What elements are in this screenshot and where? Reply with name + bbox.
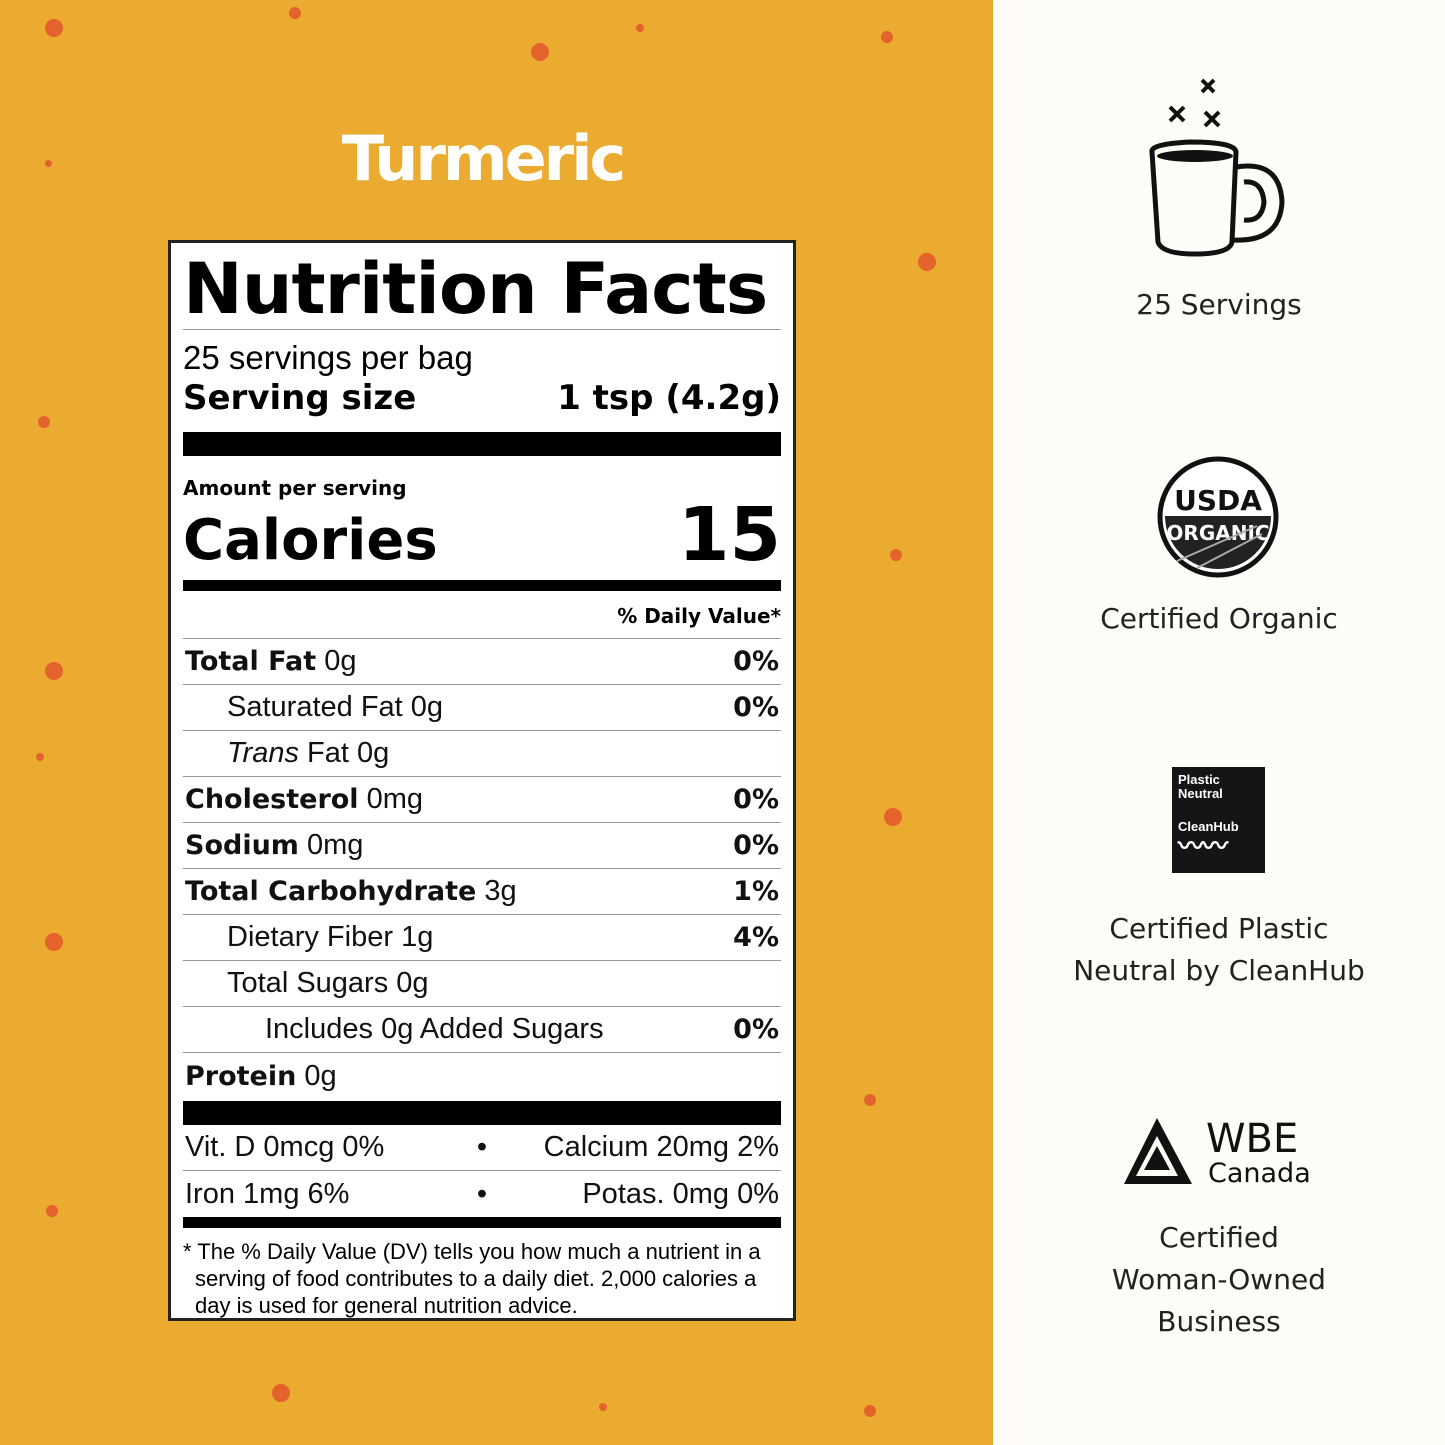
vitamin-left: Iron 1mg 6%: [185, 1177, 350, 1210]
nutrient-daily-value: 4%: [733, 922, 779, 953]
bullet: •: [476, 1131, 488, 1163]
nutrition-facts-label: Nutrition Facts 25 servings per bag Serv…: [168, 240, 796, 1321]
decorative-dot: [881, 31, 893, 43]
nutrient-daily-value: 0%: [733, 784, 779, 815]
nutrient-amount: Fat 0g: [307, 737, 390, 769]
nutrient-row: Includes 0g Added Sugars 0%: [183, 1007, 781, 1053]
svg-text:Canada: Canada: [1208, 1158, 1311, 1189]
nutrient-name: Sodium: [185, 830, 299, 861]
nutrient-name: Total Sugars: [227, 967, 389, 999]
nutrient-amount: 1g: [401, 921, 434, 953]
nutrient-amount: 3g: [484, 875, 517, 907]
nutrient-daily-value: 0%: [733, 1014, 779, 1045]
decorative-dot: [44, 159, 52, 167]
feature-woman-owned: Certified Woman-Owned Business: [1112, 1221, 1326, 1338]
decorative-dot: [636, 24, 644, 32]
nutrient-name: Total Fat: [185, 646, 317, 677]
nutrient-row: Total Fat 0g 0%: [183, 639, 781, 685]
nutrient-row: Sodium 0mg 0%: [183, 823, 781, 869]
decorative-dot: [864, 1094, 876, 1106]
nutrient-amount: 0mg: [307, 829, 364, 861]
nutrient-daily-value: 0%: [733, 646, 779, 677]
decorative-dot: [289, 7, 301, 19]
nutrient-amount: 0g: [304, 1059, 337, 1092]
svg-text:USDA: USDA: [1174, 484, 1262, 517]
usda-organic-seal: USDA ORGANIC: [1157, 456, 1279, 578]
feature-organic: Certified Organic: [1100, 602, 1338, 635]
vitamin-row: Vit. D 0mcg 0% • Calcium 20mg 2%: [183, 1125, 781, 1171]
decorative-dot: [45, 662, 63, 680]
nutrient-name: Includes 0g Added Sugars: [265, 1013, 604, 1045]
bullet: •: [476, 1177, 488, 1210]
decorative-dot: [531, 43, 549, 61]
nutrient-row: Total Carbohydrate 3g 1%: [183, 869, 781, 915]
nutrient-row: Dietary Fiber 1g 4%: [183, 915, 781, 961]
decorative-dot: [918, 253, 936, 271]
serving-size-value: 1 tsp (4.2g): [557, 378, 781, 418]
nutrient-name: Saturated Fat: [227, 691, 403, 723]
nutrient-amount: 0mg: [366, 783, 424, 815]
wbe-canada-logo: WBE Canada: [1124, 1116, 1311, 1189]
svg-text:WBE: WBE: [1206, 1116, 1298, 1162]
vitamin-row: Iron 1mg 6% • Potas. 0mg 0%: [183, 1171, 781, 1217]
decorative-dot: [36, 753, 44, 761]
nutrient-name: Protein: [185, 1060, 297, 1092]
decorative-dot: [599, 1403, 607, 1411]
nutrient-row: Saturated Fat 0g 0%: [183, 685, 781, 731]
decorative-dot: [45, 19, 63, 37]
features-panel: [993, 0, 1445, 1445]
product-title: Turmeric: [341, 122, 626, 195]
vitamin-right: Potas. 0mg 0%: [582, 1177, 779, 1210]
daily-value-header: % Daily Value*: [183, 591, 781, 639]
servings-per-container: 25 servings per bag: [183, 339, 473, 376]
serving-size-label: Serving size: [183, 378, 417, 418]
nutrient-amount: 0g: [410, 691, 444, 723]
decorative-dot: [46, 1205, 58, 1217]
nutrient-amount: 0g: [324, 645, 357, 677]
vitamin-right: Calcium 20mg 2%: [543, 1131, 779, 1163]
nutrient-name: Cholesterol: [185, 784, 359, 815]
decorative-dot: [864, 1405, 876, 1417]
label-heading: Nutrition Facts: [183, 248, 768, 330]
decorative-dot: [884, 808, 902, 826]
decorative-dot: [272, 1384, 290, 1402]
footnote: * The % Daily Value (DV) tells you how m…: [183, 1239, 761, 1318]
svg-text:ORGANIC: ORGANIC: [1166, 521, 1269, 545]
amount-per-serving: Amount per serving: [183, 476, 407, 500]
nutrient-name: Total Carbohydrate: [185, 876, 477, 907]
nutrient-daily-value: 0%: [733, 692, 779, 723]
feature-servings: 25 Servings: [1136, 288, 1302, 321]
nutrient-row: Cholesterol 0mg 0%: [183, 777, 781, 823]
nutrient-daily-value: 0%: [733, 830, 779, 861]
nutrient-name: Dietary Fiber: [227, 921, 393, 953]
calories-value: 15: [678, 492, 781, 578]
nutrient-row: Protein 0g: [183, 1053, 781, 1099]
plastic-neutral-cleanhub-logo: Plastic Neutral CleanHub 〰〰: [1172, 767, 1265, 873]
nutrient-row: Trans Fat 0g: [183, 731, 781, 777]
nutrient-row: Total Sugars 0g: [183, 961, 781, 1007]
nutrient-daily-value: 1%: [733, 876, 779, 907]
decorative-dot: [38, 416, 50, 428]
feature-plastic-neutral: Certified Plastic Neutral by CleanHub: [1073, 912, 1365, 987]
decorative-dot: [890, 549, 902, 561]
coffee-mug-icon: [1149, 78, 1285, 257]
decorative-dot: [45, 933, 63, 951]
nutrient-name: Trans: [227, 737, 299, 769]
vitamin-left: Vit. D 0mcg 0%: [185, 1131, 385, 1163]
nutrient-amount: 0g: [396, 967, 429, 999]
calories-label: Calories: [183, 508, 438, 573]
